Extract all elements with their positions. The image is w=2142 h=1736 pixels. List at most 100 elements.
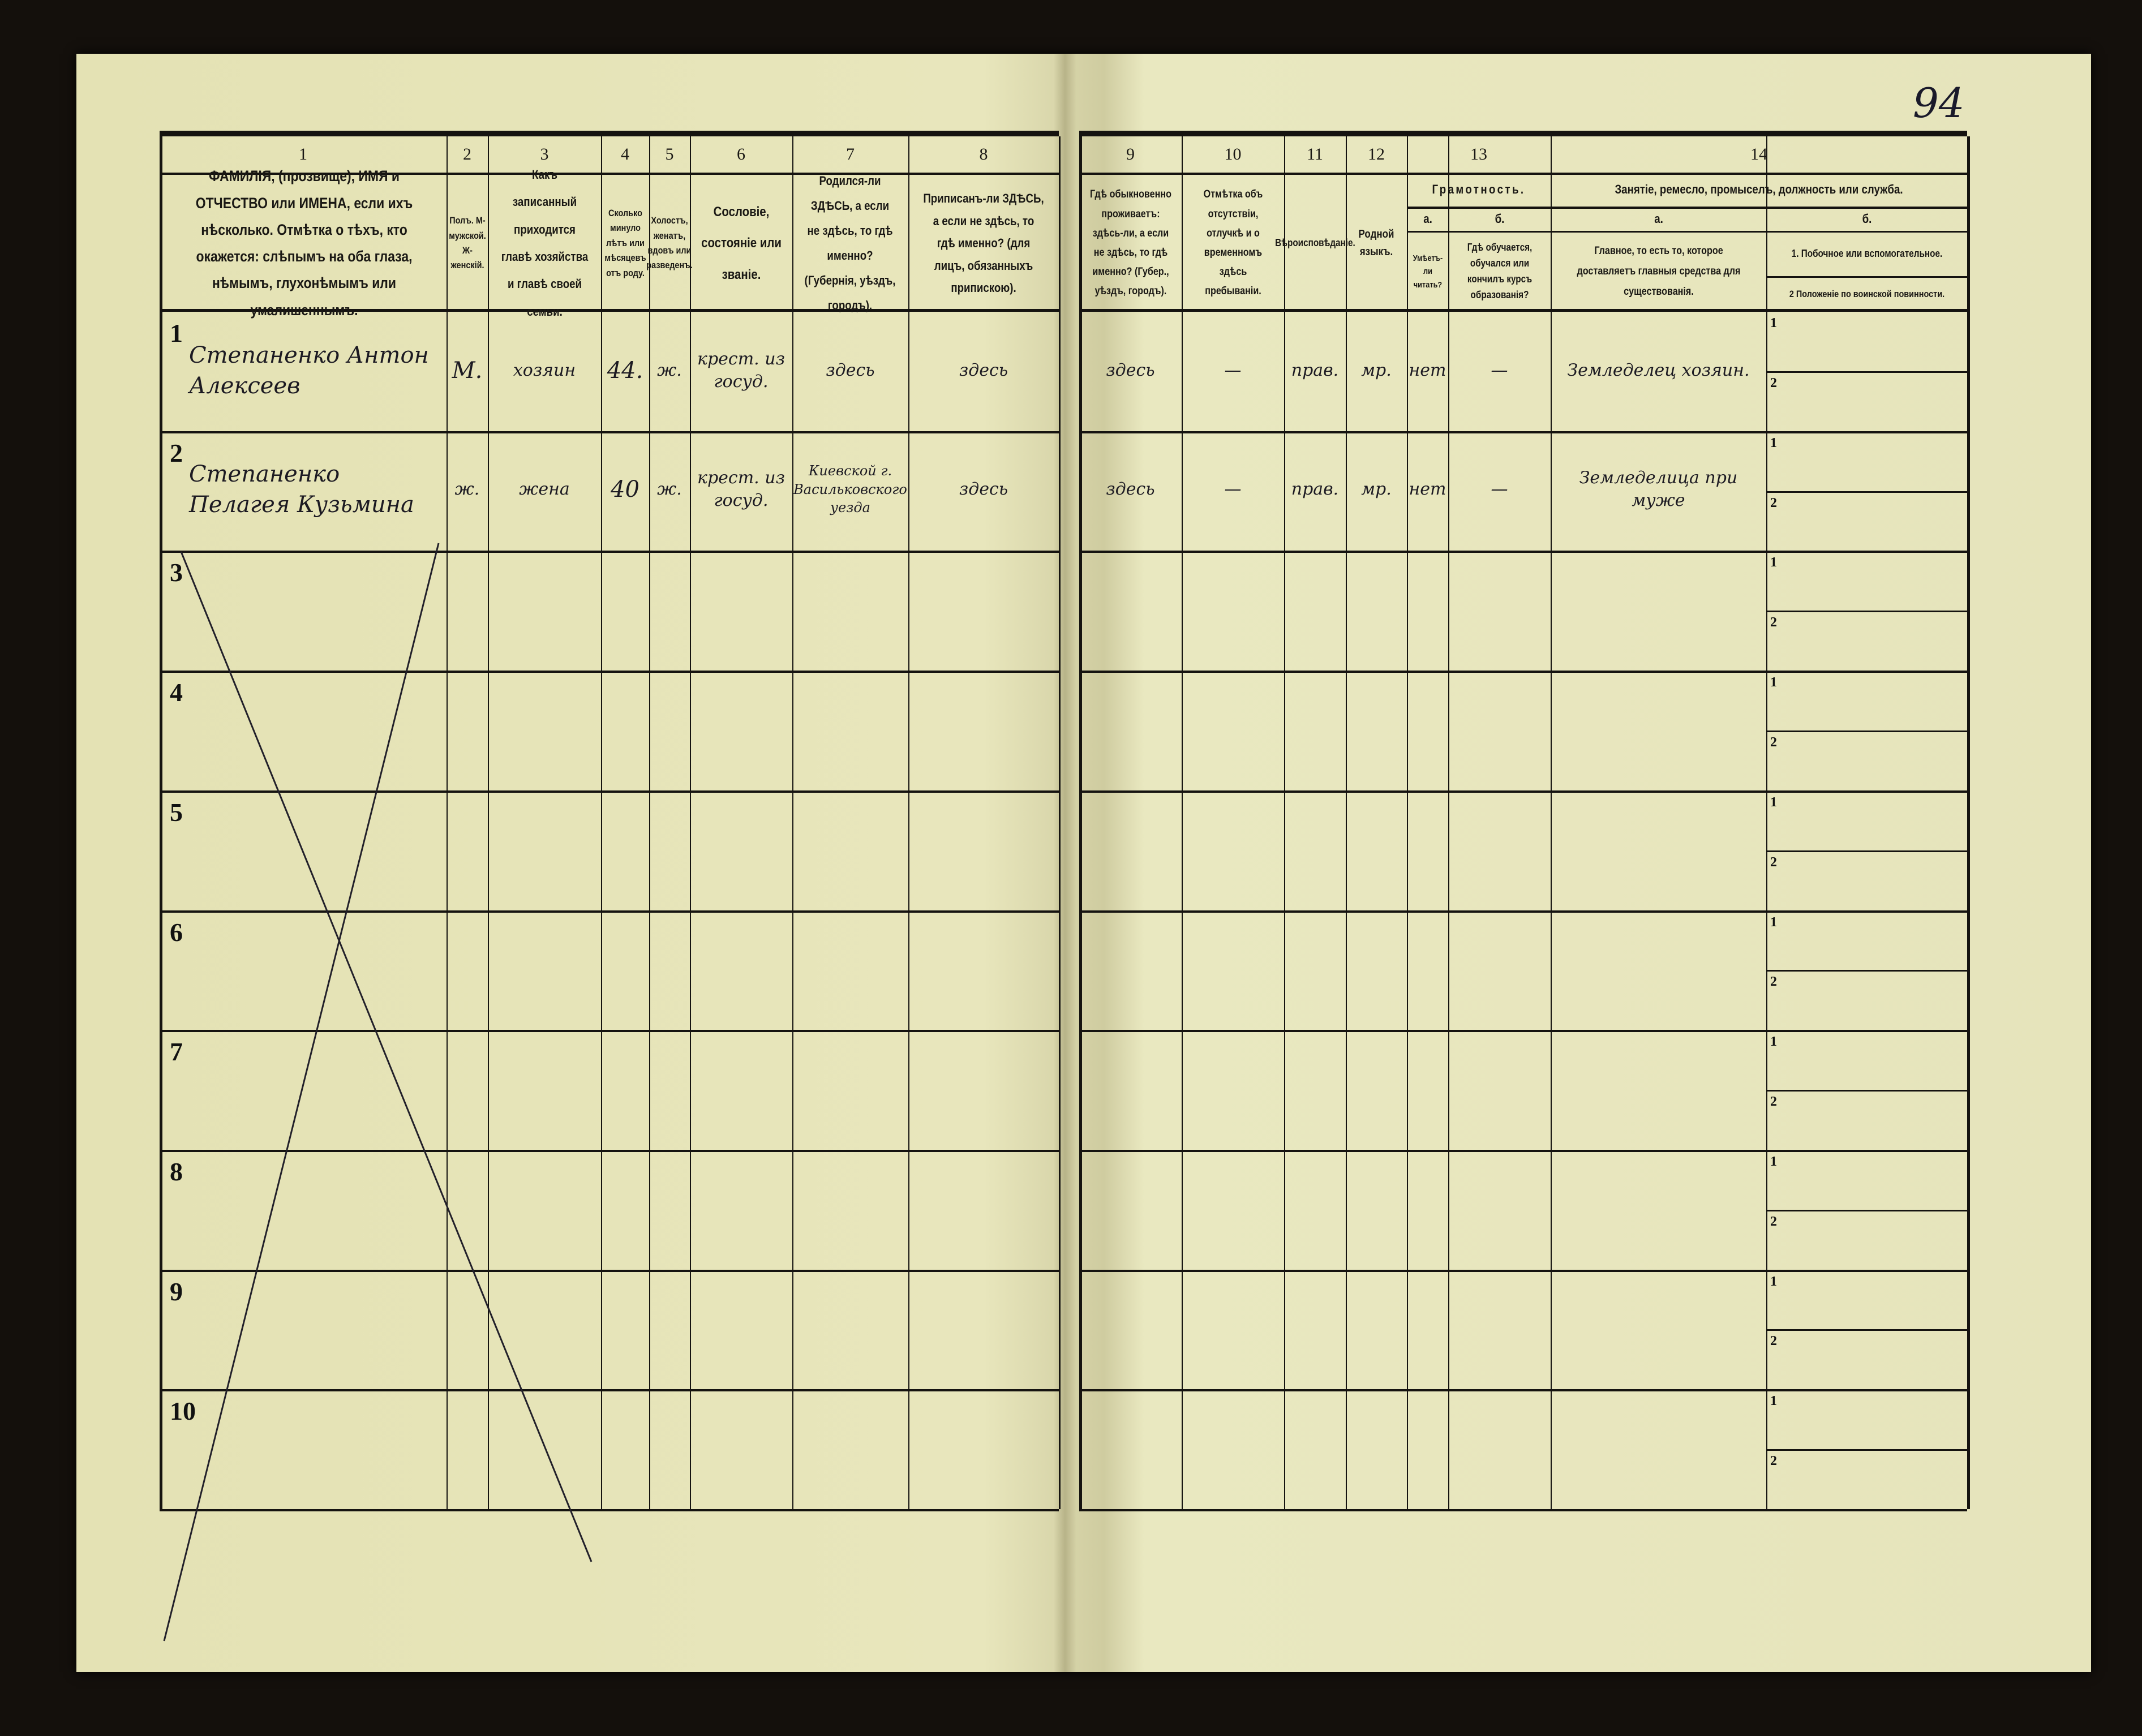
row-rule-left bbox=[160, 551, 1059, 553]
page-number: 94 bbox=[1913, 79, 1965, 127]
row2-registered: здесь bbox=[959, 479, 1008, 499]
column-number-4: 4 bbox=[621, 145, 629, 164]
row-14b-split bbox=[1766, 491, 1967, 493]
column-number-8: 8 bbox=[979, 145, 988, 164]
row-14b-split bbox=[1766, 1090, 1967, 1092]
row-rule-left bbox=[160, 671, 1059, 673]
row-14b-split bbox=[1766, 1209, 1967, 1211]
row-14b-sub-label: 1 bbox=[1770, 435, 1777, 450]
row2-sex: ж. bbox=[454, 479, 480, 499]
row-14b-sub-label: 1 bbox=[1770, 914, 1777, 930]
table-bottom-border-left bbox=[160, 1509, 1059, 1511]
header-col-2: Полъ. М-мужской. Ж-женскій. bbox=[449, 215, 486, 271]
header-col-3: Какъ записанный приходится главѣ хозяйст… bbox=[501, 167, 589, 319]
header-col-11: Вѣроисповѣданіе. bbox=[1275, 237, 1355, 249]
row1-education: — bbox=[1491, 360, 1508, 380]
column-number-6: 6 bbox=[737, 145, 745, 164]
header-col-14: Занятіе, ремесло, промыселъ, должность и… bbox=[1615, 182, 1903, 196]
column-number-1: 1 bbox=[299, 145, 307, 164]
row-rule-left bbox=[160, 1389, 1059, 1392]
row-14b-sub-label: 1 bbox=[1770, 675, 1777, 690]
row-14b-split bbox=[1766, 970, 1967, 972]
row1-literate: нет bbox=[1409, 360, 1446, 380]
row1-resides: здесь bbox=[1106, 360, 1155, 380]
row-rule-right bbox=[1079, 1149, 1967, 1152]
row-number: 2 bbox=[170, 438, 183, 467]
column-divider bbox=[1079, 136, 1082, 1509]
column-number-14: 14 bbox=[1750, 145, 1767, 164]
column-divider bbox=[1407, 136, 1408, 1509]
column-divider bbox=[1551, 136, 1552, 1509]
row-14b-split bbox=[1766, 371, 1967, 373]
header-col-14a: Главное, то есть то, которое доставляетъ… bbox=[1577, 244, 1741, 298]
row-rule-right bbox=[1079, 910, 1967, 913]
column-divider bbox=[908, 136, 909, 1509]
header-number-rule-left bbox=[160, 173, 1059, 175]
column-divider bbox=[649, 136, 650, 1509]
header-col-1: ФАМИЛІЯ, (прозвище), ИМЯ и ОТЧЕСТВО или … bbox=[195, 167, 413, 319]
row-number: 4 bbox=[170, 678, 183, 707]
column-divider bbox=[690, 136, 691, 1509]
column-divider bbox=[1059, 136, 1061, 1509]
row-14b-split bbox=[1766, 611, 1967, 613]
row1-marital: ж. bbox=[657, 360, 682, 380]
row-14b-sub-label: 2 bbox=[1770, 1334, 1777, 1349]
table-top-border-left bbox=[160, 131, 1059, 136]
row-14b-split bbox=[1766, 1449, 1967, 1451]
row1-sex: М. bbox=[452, 358, 483, 384]
row-rule-right bbox=[1079, 1030, 1967, 1033]
column-number-7: 7 bbox=[846, 145, 855, 164]
column-divider bbox=[1448, 136, 1449, 1509]
row1-language: мр. bbox=[1361, 360, 1392, 380]
row-14b-sub-label: 1 bbox=[1770, 316, 1777, 330]
row1-estate: крест. из госуд. bbox=[697, 349, 785, 392]
row-14b-sub-label: 2 bbox=[1770, 974, 1777, 990]
row-rule-right bbox=[1079, 671, 1967, 673]
row2-resides: здесь bbox=[1106, 479, 1155, 499]
row-rule-left bbox=[160, 910, 1059, 913]
row1-age: 44. bbox=[607, 358, 643, 384]
row1-relation: хозяин bbox=[513, 360, 576, 380]
header-col-9: Гдѣ обыкновенно проживаетъ: здѣсь-ли, а … bbox=[1089, 188, 1172, 298]
row-rule-left bbox=[160, 431, 1059, 433]
row2-marital: ж. bbox=[657, 479, 682, 499]
row-14b-sub-label: 2 bbox=[1770, 854, 1777, 870]
column-number-3: 3 bbox=[540, 145, 549, 164]
row1-occupation: Земледелец хозяин. bbox=[1567, 360, 1750, 380]
row-number: 7 bbox=[170, 1037, 183, 1067]
column-number-2: 2 bbox=[463, 145, 471, 164]
header-col-10: Отмѣтка объ отсутствіи, отлучкѣ и о врем… bbox=[1203, 188, 1263, 298]
column-divider bbox=[1284, 136, 1285, 1509]
row-number: 6 bbox=[170, 917, 183, 947]
row-rule-right bbox=[1079, 431, 1967, 433]
column-divider bbox=[1182, 136, 1183, 1509]
row-rule-left bbox=[160, 1030, 1059, 1033]
row-14b-sub-label: 2 bbox=[1770, 1094, 1777, 1110]
column-number-13: 13 bbox=[1470, 145, 1487, 164]
row2-literate: нет bbox=[1409, 479, 1446, 499]
row2-education: — bbox=[1491, 479, 1508, 499]
row2-religion: прав. bbox=[1291, 479, 1339, 499]
header-14b-split bbox=[1766, 276, 1967, 278]
column-divider bbox=[1766, 136, 1767, 1509]
header-col-13b: Гдѣ обучается, обучался или кончилъ курс… bbox=[1467, 242, 1533, 300]
header-13-14-subrule bbox=[1407, 207, 1967, 209]
header-col-13a-letter: а. bbox=[1423, 211, 1432, 226]
row-14b-sub-label: 1 bbox=[1770, 1154, 1777, 1169]
row2-name: Степаненко Пелагея Кузьмина bbox=[189, 461, 414, 518]
header-col-13b-letter: б. bbox=[1495, 211, 1505, 226]
row-rule-right bbox=[1079, 551, 1967, 553]
row-14b-sub-label: 1 bbox=[1770, 794, 1777, 810]
row-number: 1 bbox=[170, 319, 183, 347]
header-col-5: Холостъ, женатъ, вдовъ или разведенъ. bbox=[646, 215, 693, 271]
column-divider bbox=[792, 136, 793, 1509]
header-col-8: Приписанъ-ли ЗДѢСЬ, а если не здѣсь, то … bbox=[923, 191, 1044, 295]
header-col-7: Родился-ли ЗДѢСЬ, а если не здѣсь, то гд… bbox=[804, 174, 896, 312]
row-14b-split bbox=[1766, 1329, 1967, 1331]
row1-born: здесь bbox=[826, 360, 875, 380]
column-divider bbox=[1346, 136, 1347, 1509]
row-14b-sub-label: 2 bbox=[1770, 734, 1777, 750]
row-rule-left bbox=[160, 1269, 1059, 1272]
header-col-14b2: 2 Положеніе по воинской повинности. bbox=[1789, 288, 1945, 299]
table-top-border-right bbox=[1079, 131, 1967, 136]
